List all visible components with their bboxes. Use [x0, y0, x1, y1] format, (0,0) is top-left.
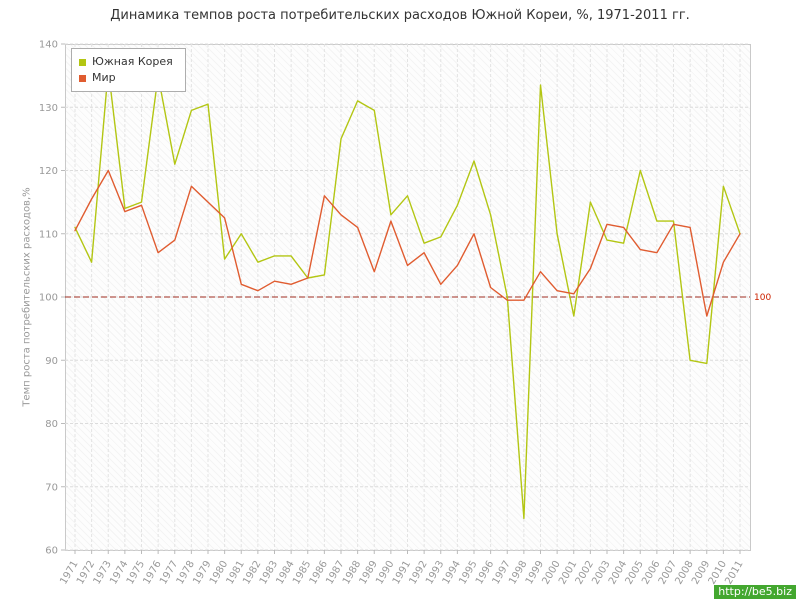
- legend-swatch-south-korea: [79, 58, 86, 66]
- legend-item-world: Мир: [79, 70, 173, 86]
- watermark-link[interactable]: http://be5.biz: [714, 585, 796, 599]
- y-axis-title: Темп роста потребительских расходов,%: [21, 187, 33, 407]
- y-tick-label: 120: [39, 166, 58, 177]
- series-line-1: [74, 169, 741, 317]
- series-lines: [74, 68, 741, 520]
- y-tick-label: 80: [45, 419, 58, 430]
- axis-ticks: [61, 43, 741, 554]
- legend-item-south-korea: Южная Корея: [79, 54, 173, 70]
- y-tick-label: 140: [39, 40, 58, 51]
- y-tick-label: 70: [45, 482, 58, 493]
- y-tick-label: 110: [39, 229, 58, 240]
- y-tick-label: 130: [39, 103, 58, 114]
- y-tick-label: 90: [45, 356, 58, 367]
- chart-title: Динамика темпов роста потребительских ра…: [110, 8, 690, 23]
- gridlines: [65, 43, 750, 551]
- legend-swatch-world: [79, 74, 86, 82]
- x-axis-labels: 1971197219731974197519761977197819791980…: [58, 559, 745, 587]
- series-line-0: [74, 68, 741, 520]
- y-tick-label: 100: [39, 293, 58, 304]
- legend-label-south-korea: Южная Корея: [92, 55, 173, 68]
- legend: Южная Корея Мир: [71, 48, 186, 92]
- reference-line-label: 100: [754, 293, 771, 303]
- y-tick-label: 60: [45, 546, 58, 557]
- legend-label-world: Мир: [92, 71, 116, 84]
- x-tick-label: 2011: [723, 559, 745, 587]
- y-axis-labels: 60 70 80 90 100 110 120 130 140: [39, 40, 58, 557]
